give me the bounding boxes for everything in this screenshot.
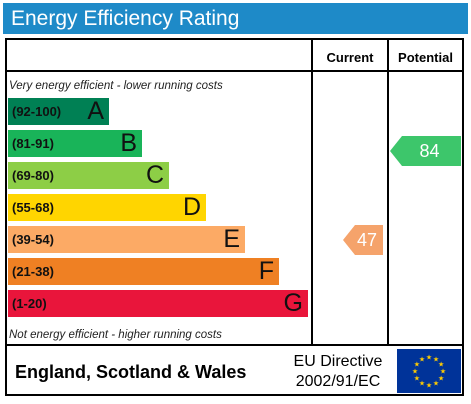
title-bar: Energy Efficiency Rating [3, 3, 468, 34]
eu-directive-line2: 2002/91/EC [295, 373, 381, 390]
rating-frame [5, 38, 464, 396]
potential-arrow-shape [390, 136, 461, 166]
band-a: (92-100) A [8, 98, 109, 125]
eu-directive: EU Directive 2002/91/EC [282, 352, 394, 392]
band-e-range: (39-54) [12, 232, 54, 247]
eu-star-icon: ★ [414, 361, 420, 369]
eu-star-icon: ★ [433, 380, 439, 388]
band-c: (69-80) C [8, 162, 169, 189]
eu-directive-line1: EU Directive [293, 353, 383, 370]
region-label: England, Scotland & Wales [15, 362, 247, 382]
potential-column-header: Potential [398, 50, 453, 65]
band-c-range: (69-80) [12, 168, 54, 183]
band-g-range: (1-20) [12, 296, 47, 311]
eu-star-icon: ★ [426, 382, 432, 390]
eu-star-icon: ★ [414, 375, 420, 383]
eu-star-icon: ★ [433, 355, 439, 363]
header-divider [5, 70, 464, 72]
band-e-letter: E [223, 225, 240, 253]
current-rating-value: 47 [356, 230, 378, 250]
band-g: (1-20) G [8, 290, 308, 317]
band-e: (39-54) E [8, 226, 245, 253]
eu-star-icon: ★ [426, 354, 432, 362]
column-divider-potential [387, 38, 389, 346]
eu-star-icon: ★ [438, 361, 444, 369]
band-f-letter: F [258, 257, 274, 285]
band-a-letter: A [87, 97, 104, 125]
current-rating-arrow: 47 [343, 225, 383, 255]
page-title: Energy Efficiency Rating [11, 7, 240, 30]
efficient-note: Very energy efficient - lower running co… [9, 80, 223, 92]
band-d-letter: D [182, 193, 201, 221]
inefficient-note: Not energy efficient - higher running co… [9, 329, 222, 341]
band-a-range: (92-100) [12, 104, 62, 119]
current-arrow-shape [343, 225, 383, 255]
eu-star-icon: ★ [412, 368, 418, 376]
band-b: (81-91) B [8, 130, 142, 157]
band-b-letter: B [120, 129, 137, 157]
band-c-letter: C [145, 161, 164, 189]
eu-star-icon: ★ [438, 375, 444, 383]
eu-flag-icon: ★★★★★★★★★ ★ ★★ [397, 349, 461, 393]
current-column-header: Current [326, 50, 374, 65]
eu-star-icon: ★ [440, 368, 446, 376]
eu-star-icon: ★ [419, 380, 425, 388]
band-d: (55-68) D [8, 194, 206, 221]
footer-divider [5, 344, 464, 346]
potential-rating-arrow: 84 [390, 136, 461, 166]
band-f-range: (21-38) [12, 264, 54, 279]
band-f: (21-38) F [8, 258, 279, 285]
band-b-range: (81-91) [12, 136, 54, 151]
band-g-letter: G [283, 289, 303, 317]
band-d-range: (55-68) [12, 200, 54, 215]
eu-star-icon: ★ [419, 355, 425, 363]
potential-rating-value: 84 [419, 141, 440, 161]
column-divider-current [311, 38, 313, 346]
